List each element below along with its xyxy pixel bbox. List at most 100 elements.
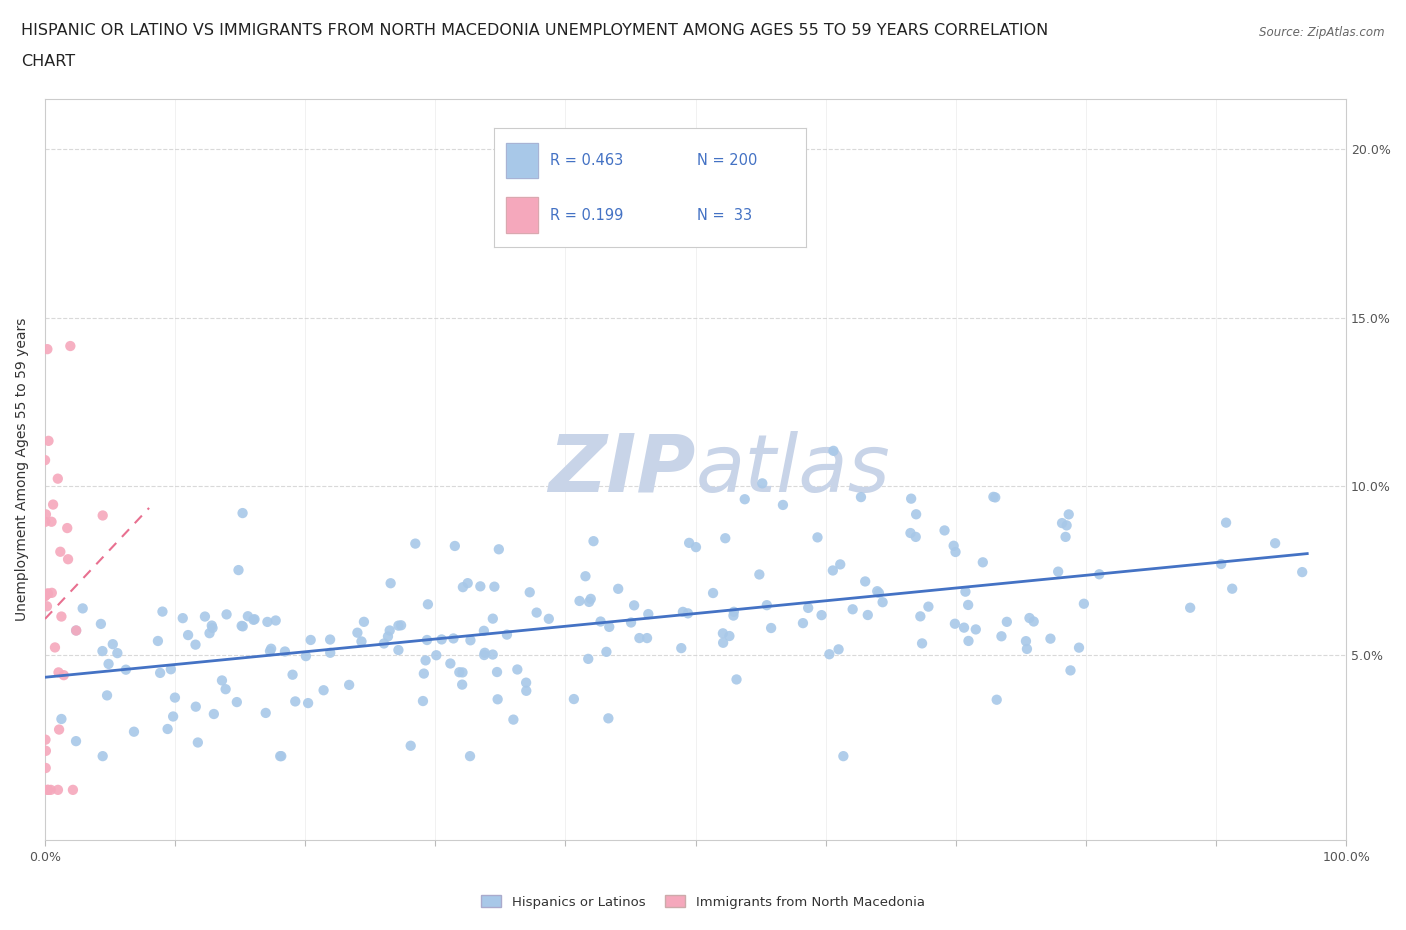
- Point: [46, 472, 69, 486]
- Point: [759, 620, 782, 635]
- Point: [711, 635, 734, 650]
- Point: [486, 692, 509, 707]
- Point: [312, 683, 335, 698]
- Point: [72, 601, 94, 616]
- Point: [872, 595, 894, 610]
- Point: [995, 615, 1018, 630]
- Point: [900, 525, 922, 540]
- Point: [214, 682, 236, 697]
- Point: [953, 620, 976, 635]
- Point: [46, 782, 69, 797]
- Point: [1015, 633, 1038, 648]
- Point: [515, 684, 537, 698]
- Point: [832, 749, 855, 764]
- Point: [986, 692, 1008, 707]
- Point: [595, 644, 617, 659]
- Text: ZIP: ZIP: [548, 431, 696, 509]
- Point: [1039, 631, 1062, 646]
- Point: [274, 644, 297, 659]
- Point: [91, 749, 114, 764]
- Point: [910, 609, 932, 624]
- Point: [269, 749, 291, 764]
- Point: [39, 782, 62, 797]
- Point: [35, 761, 58, 776]
- Point: [1056, 518, 1078, 533]
- Point: [232, 619, 254, 634]
- Point: [65, 734, 87, 749]
- Point: [156, 722, 179, 737]
- Point: [818, 646, 841, 661]
- Point: [284, 694, 307, 709]
- Point: [841, 602, 863, 617]
- Point: [56, 551, 79, 566]
- Point: [281, 667, 304, 682]
- Point: [502, 712, 524, 727]
- Point: [41, 585, 63, 600]
- Point: [636, 631, 658, 645]
- Point: [163, 690, 186, 705]
- Point: [380, 576, 402, 591]
- Point: [506, 662, 529, 677]
- Point: [678, 536, 700, 551]
- Point: [211, 673, 233, 688]
- Point: [900, 491, 922, 506]
- Point: [201, 618, 224, 633]
- Point: [827, 642, 849, 657]
- Text: CHART: CHART: [21, 54, 75, 69]
- Point: [42, 498, 65, 512]
- Point: [412, 694, 434, 709]
- Point: [1047, 565, 1070, 579]
- Point: [97, 657, 120, 671]
- Point: [254, 706, 277, 721]
- Point: [415, 653, 437, 668]
- Y-axis label: Unemployment Among Ages 55 to 59 years: Unemployment Among Ages 55 to 59 years: [15, 318, 30, 621]
- Point: [51, 711, 73, 726]
- Point: [319, 645, 342, 660]
- Point: [821, 563, 844, 578]
- Point: [772, 498, 794, 512]
- Point: [377, 629, 399, 644]
- Point: [582, 534, 605, 549]
- Point: [228, 563, 250, 578]
- Point: [472, 623, 495, 638]
- Point: [806, 530, 828, 545]
- Point: [295, 649, 318, 664]
- Point: [457, 576, 479, 591]
- Point: [184, 699, 207, 714]
- Point: [34, 732, 56, 747]
- Point: [1015, 642, 1038, 657]
- Point: [823, 444, 845, 458]
- Point: [578, 594, 600, 609]
- Point: [202, 707, 225, 722]
- Point: [146, 633, 169, 648]
- Point: [378, 623, 401, 638]
- Point: [911, 636, 934, 651]
- Point: [1220, 581, 1243, 596]
- Point: [904, 529, 927, 544]
- Point: [444, 538, 467, 553]
- Point: [51, 609, 73, 624]
- Point: [474, 645, 496, 660]
- Point: [225, 695, 247, 710]
- Point: [702, 586, 724, 601]
- Point: [259, 644, 281, 658]
- Point: [91, 644, 114, 658]
- Point: [34, 589, 56, 604]
- Point: [472, 647, 495, 662]
- Point: [62, 782, 84, 797]
- Point: [260, 642, 283, 657]
- Point: [48, 722, 70, 737]
- Point: [984, 490, 1007, 505]
- Point: [451, 665, 474, 680]
- Text: atlas: atlas: [696, 431, 890, 509]
- Point: [353, 615, 375, 630]
- Point: [187, 735, 209, 750]
- Point: [270, 749, 292, 764]
- Point: [387, 618, 409, 633]
- Point: [198, 626, 221, 641]
- Point: [243, 612, 266, 627]
- Point: [56, 521, 79, 536]
- Point: [672, 604, 695, 619]
- Point: [711, 626, 734, 641]
- Point: [387, 643, 409, 658]
